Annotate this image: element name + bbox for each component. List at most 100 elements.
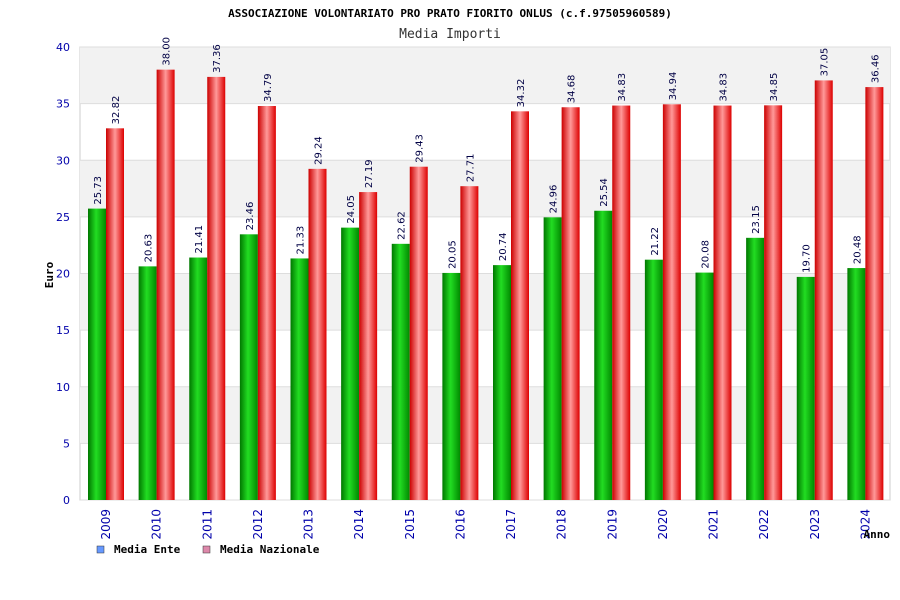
x-tick-label: 2023: [808, 509, 822, 540]
x-tick-label: 2012: [251, 509, 265, 540]
x-tick-label: 2016: [453, 509, 467, 540]
bars: [88, 69, 884, 501]
bar-media-ente-2015: [391, 243, 410, 501]
bar-media-ente-2009: [88, 208, 106, 500]
bar-media-nazionale-2023: [814, 80, 833, 500]
x-tick-label: 2010: [150, 509, 164, 540]
y-tick-label: 25: [56, 211, 70, 224]
legend: Media Ente Media Nazionale: [96, 543, 320, 556]
data-label: 25.54: [599, 178, 610, 207]
x-tick-label: 2022: [757, 509, 771, 540]
bar-media-nazionale-2021: [713, 105, 732, 501]
data-label: 23.46: [245, 202, 256, 231]
data-label: 20.48: [852, 235, 863, 264]
bar-media-ente-2023: [796, 276, 815, 500]
data-label: 20.08: [701, 240, 712, 269]
data-label: 23.15: [751, 205, 762, 234]
legend-swatch-media-nazionale: [202, 545, 211, 554]
legend-swatch-media-ente: [96, 545, 105, 554]
bar-media-nazionale-2019: [612, 105, 631, 501]
data-label: 34.83: [719, 73, 730, 102]
bar-media-ente-2022: [746, 237, 765, 501]
bar-media-ente-2012: [239, 234, 258, 501]
bar-media-nazionale-2017: [511, 111, 529, 501]
y-tick-label: 30: [56, 154, 70, 167]
bar-media-nazionale-2013: [308, 168, 327, 500]
x-tick-label: 2020: [656, 509, 670, 540]
bar-media-ente-2019: [594, 210, 613, 500]
data-label: 34.32: [516, 79, 527, 108]
data-label: 20.74: [498, 232, 509, 261]
data-label: 34.68: [567, 75, 578, 104]
data-label: 37.05: [820, 48, 831, 77]
bar-media-nazionale-2015: [409, 166, 428, 500]
chart-subtitle: Media Importi: [399, 27, 501, 42]
x-tick-label: 2019: [605, 509, 619, 540]
bar-media-nazionale-2011: [207, 76, 226, 500]
bar-media-ente-2013: [290, 258, 309, 500]
bar-media-nazionale-2010: [156, 69, 175, 501]
bar-media-nazionale-2009: [106, 128, 124, 500]
bar-media-ente-2021: [695, 272, 714, 500]
x-tick-label: 2011: [200, 509, 214, 540]
y-tick-label: 40: [56, 41, 70, 54]
bar-media-nazionale-2014: [359, 192, 378, 501]
data-label: 21.33: [296, 226, 307, 255]
data-label: 25.73: [93, 176, 104, 205]
chart-title: ASSOCIAZIONE VOLONTARIATO PRO PRATO FIOR…: [228, 7, 672, 20]
data-label: 29.24: [314, 136, 325, 165]
x-tick-label: 2018: [555, 509, 569, 540]
bar-media-nazionale-2012: [257, 106, 276, 501]
x-tick-label: 2024: [858, 509, 872, 540]
y-tick-label: 15: [56, 324, 70, 337]
bar-media-ente-2018: [543, 217, 562, 500]
bar-media-nazionale-2018: [561, 107, 580, 501]
data-label: 19.70: [802, 244, 813, 273]
data-label: 34.79: [263, 73, 274, 102]
bar-media-ente-2016: [442, 272, 461, 500]
data-label: 21.41: [194, 225, 205, 254]
x-tick-label: 2013: [302, 509, 316, 540]
data-label: 27.71: [465, 154, 476, 183]
bar-media-ente-2011: [189, 257, 208, 500]
bar-media-ente-2010: [138, 266, 157, 500]
data-label: 21.22: [650, 227, 661, 256]
y-axis-ticks: 0 5 10 15 20 25 30 35 40: [56, 41, 70, 507]
y-axis-label: Euro: [43, 261, 56, 288]
data-label: 32.82: [111, 96, 122, 125]
x-tick-label: 2017: [504, 509, 518, 540]
legend-label-media-nazionale: Media Nazionale: [220, 543, 320, 556]
data-label: 24.96: [549, 185, 560, 214]
bar-media-nazionale-2024: [865, 87, 884, 500]
bar-media-nazionale-2022: [764, 105, 783, 500]
data-label: 22.62: [397, 211, 408, 240]
y-tick-label: 5: [63, 437, 70, 450]
data-label: 38.00: [162, 37, 173, 66]
x-tick-label: 2014: [352, 509, 366, 540]
data-label: 27.19: [364, 159, 375, 188]
bar-media-nazionale-2020: [662, 104, 681, 500]
data-label: 37.36: [212, 44, 223, 73]
x-tick-label: 2009: [99, 509, 113, 540]
data-label: 34.85: [769, 73, 780, 102]
bar-media-nazionale-2016: [460, 186, 479, 500]
bar-media-ente-2020: [644, 259, 663, 500]
x-tick-label: 2015: [403, 509, 417, 540]
bar-media-ente-2017: [493, 265, 511, 500]
data-label: 24.05: [346, 195, 357, 224]
y-tick-label: 35: [56, 98, 70, 111]
bar-media-ente-2014: [341, 227, 360, 501]
data-label: 20.05: [447, 240, 458, 269]
y-tick-label: 0: [63, 494, 70, 507]
data-label: 36.46: [870, 54, 881, 83]
data-labels: 25.73 32.82 20.63 38.00 21.41 37.36 23.46 34.79…: [93, 37, 881, 273]
data-label: 29.43: [415, 134, 426, 163]
x-tick-label: 2021: [707, 509, 721, 540]
x-axis-label: Anno: [864, 528, 891, 541]
y-tick-label: 20: [56, 268, 70, 281]
data-label: 20.63: [144, 234, 155, 263]
data-label: 34.94: [668, 72, 679, 101]
x-axis-ticks: 2009 2010 2011 2012 2013 2014 2015 2016 2017 2018…: [99, 509, 872, 540]
y-tick-label: 10: [56, 381, 70, 394]
